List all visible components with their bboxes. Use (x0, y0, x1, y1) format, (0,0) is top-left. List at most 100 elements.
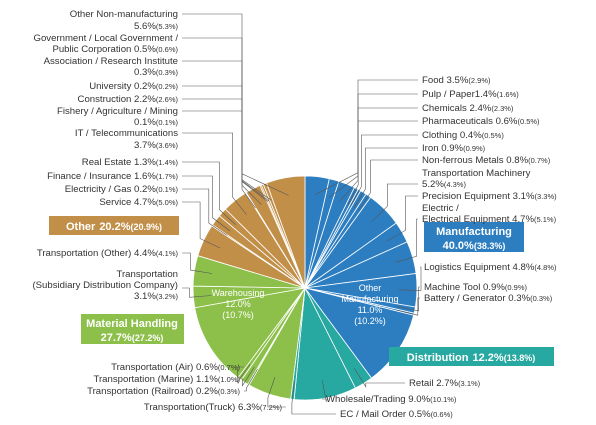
label-fishery-2: 0.1%(0.1%) (134, 117, 178, 128)
leader-transportation-air (237, 364, 251, 384)
label-ec-mail-order: EC / Mail Order 0.5%(0.6%) (340, 409, 453, 420)
leader-transportation-marine (242, 366, 255, 387)
label-it-telecommunications-1: IT / Telecommunications (75, 128, 178, 139)
other-manufacturing-value: 11.0% (358, 305, 383, 315)
label-clothing: Clothing 0.4%(0.5%) (422, 130, 504, 141)
label-other-non-manufacturing-1: Other Non-manufacturing (70, 9, 178, 20)
other-prev: (20.9%) (131, 222, 163, 232)
manufacturing-prev: (38.3%) (474, 241, 506, 251)
leader-transportation-subsidiary-distribution-company (182, 287, 212, 298)
other-value: 20.2% (99, 221, 130, 233)
label-iron: Iron 0.9%(0.9%) (422, 143, 486, 154)
leader-electric-electrical-equipment (395, 218, 418, 263)
label-electric-2: Electrical Equipment 4.7%(5.1%) (422, 214, 557, 225)
leader-lines (182, 13, 422, 415)
material-handling-prev: (27.2%) (132, 333, 164, 343)
slice-other-non-manufacturing (265, 175, 306, 289)
leader-real-estate (182, 161, 236, 225)
label-transportation-air: Transportation (Air) 0.6%(0.7%) (111, 362, 240, 373)
other-group-label: Other 20.2%(20.9%) (49, 216, 179, 235)
label-transportation-other: Transportation (Other) 4.4%(4.1%) (37, 248, 179, 259)
label-government-1: Government / Local Government / (33, 33, 178, 44)
material-handling-name: Material Handling (86, 318, 178, 330)
distribution-group-label: Distribution 12.2%(13.8%) (389, 347, 554, 366)
label-construction: Construction 2.2%(2.6%) (78, 94, 179, 105)
leader-other-non-manufacturing (182, 13, 289, 196)
label-transportation-subsidiary-2: (Subsidiary Distribution Company) (32, 280, 178, 291)
label-electric-1: Electric / (422, 203, 459, 214)
leader-pulp-paper (329, 93, 418, 198)
label-university: University 0.2%(0.2%) (89, 81, 178, 92)
leader-service (182, 201, 221, 249)
leader-transportation-machinery (371, 183, 418, 223)
svg-text:40.0%(38.3%): 40.0%(38.3%) (443, 240, 506, 252)
other-manufacturing-inner-label: Other Manufacturing 11.0% (10.2%) (341, 283, 398, 326)
warehousing-name: Warehousing (212, 288, 265, 298)
pie-slices (192, 175, 418, 401)
label-transportation-machinery-2: 5.2%(4.3%) (422, 179, 466, 190)
leader-wholesale-trading (322, 380, 327, 403)
leader-food (315, 79, 418, 195)
label-fishery-1: Fishery / Agriculture / Mining (57, 106, 178, 117)
label-retail: Retail 2.7%(3.1%) (409, 378, 481, 389)
leader-electricity-gas (182, 188, 228, 236)
label-transportation-subsidiary-3: 3.1%(3.2%) (134, 291, 178, 302)
leader-university (182, 85, 268, 202)
label-transportation-marine: Transportation (Marine) 1.1%(1.0%) (93, 374, 240, 385)
other-manufacturing-prev: (10.2%) (354, 316, 386, 326)
leader-battery-generator (396, 297, 420, 316)
leader-finance-insurance (182, 175, 231, 232)
leader-machine-tool (397, 286, 420, 312)
label-pulp-paper: Pulp / Paper1.4%(1.6%) (422, 89, 519, 100)
label-government-2: Public Corporation 0.5%(0.6%) (52, 44, 178, 55)
label-other-non-manufacturing-2: 5.6%(5.3%) (134, 21, 178, 32)
other-name: Other (66, 221, 96, 233)
manufacturing-name: Manufacturing (436, 226, 512, 238)
leader-transportation-truck (267, 377, 286, 408)
label-transportation-railroad: Transportation (Railroad) 0.2%(0.3%) (87, 386, 240, 397)
label-finance-insurance: Finance / Insurance 1.6%(1.7%) (47, 171, 178, 182)
label-transportation-truck: Transportation(Truck) 6.3%(7.2%) (144, 402, 283, 413)
label-non-ferrous-metals: Non-ferrous Metals 0.8%(0.7%) (422, 155, 551, 166)
label-association-1: Association / Research Institute (44, 56, 178, 67)
leader-non-ferrous-metals (357, 159, 418, 211)
label-chemicals: Chemicals 2.4%(2.3%) (422, 103, 514, 114)
distribution-prev: (13.8%) (504, 353, 536, 363)
material-handling-group-label: Material Handling 27.7%(27.2%) (81, 314, 184, 344)
leader-pharmaceuticals (347, 120, 418, 205)
leader-transportation-other (182, 252, 213, 274)
warehousing-value: 12.0% (225, 299, 251, 309)
leader-ec-mail-order (291, 381, 336, 415)
other-manufacturing-line2: Manufacturing (341, 294, 398, 304)
label-electricity-gas: Electricity / Gas 0.2%(0.1%) (65, 184, 179, 195)
leader-transportation-railroad (244, 368, 258, 392)
label-food: Food 3.5%(2.9%) (422, 75, 491, 86)
distribution-value: 12.2% (473, 352, 504, 364)
leader-it-telecommunications (182, 132, 247, 215)
label-precision-equipment: Precision Equipment 3.1%(3.3%) (422, 191, 557, 202)
label-wholesale-trading: Wholesale/Trading 9.0%(10.1%) (326, 394, 457, 405)
warehousing-prev: (10.7%) (222, 310, 254, 320)
label-logistics-equipment: Logistics Equipment 4.8%(4.8%) (424, 262, 557, 273)
label-real-estate: Real Estate 1.3%(1.4%) (82, 157, 179, 168)
distribution-name: Distribution (407, 352, 469, 364)
label-transportation-machinery-1: Transportation Machinery (422, 168, 531, 179)
label-service: Service 4.7%(5.0%) (99, 197, 178, 208)
label-transportation-subsidiary-1: Transportation (116, 269, 178, 280)
material-handling-value: 27.7% (101, 332, 132, 344)
leader-retail (353, 367, 405, 388)
svg-text:27.7%(27.2%): 27.7%(27.2%) (101, 332, 164, 344)
label-battery-generator: Battery / Generator 0.3%(0.3%) (424, 293, 553, 304)
label-machine-tool: Machine Tool 0.9%(0.9%) (424, 282, 527, 293)
label-pharmaceuticals: Pharmaceuticals 0.6%(0.5%) (422, 116, 540, 127)
leader-iron (353, 147, 418, 208)
leader-precision-equipment (386, 195, 418, 242)
manufacturing-value: 40.0% (443, 240, 474, 252)
manufacturing-group-label: Manufacturing 40.0%(38.3%) (424, 222, 524, 252)
slice-warehousing (194, 287, 306, 379)
label-it-telecommunications-2: 3.7%(3.6%) (134, 140, 178, 151)
other-manufacturing-line1: Other (359, 283, 382, 293)
